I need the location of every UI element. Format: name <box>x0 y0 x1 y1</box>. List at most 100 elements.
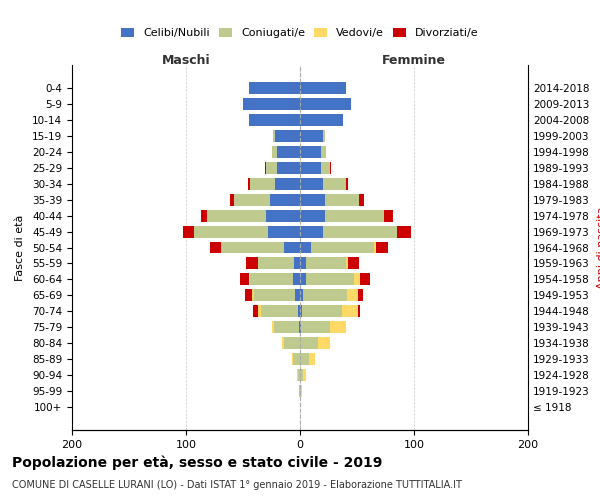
Bar <box>272 130 300 141</box>
Bar <box>300 146 326 158</box>
Bar <box>300 114 343 126</box>
Bar <box>300 258 359 270</box>
Bar <box>243 98 300 110</box>
Bar <box>300 226 397 237</box>
Bar <box>300 146 326 158</box>
Bar <box>243 98 300 110</box>
Bar <box>272 130 300 141</box>
Bar <box>300 82 346 94</box>
Bar <box>249 82 300 94</box>
Bar <box>300 274 306 285</box>
Bar <box>266 210 300 222</box>
Bar <box>249 274 300 285</box>
Bar <box>292 354 300 366</box>
Bar <box>243 98 300 110</box>
Bar <box>300 242 311 254</box>
Bar <box>300 98 352 110</box>
Bar <box>249 114 300 126</box>
Bar <box>277 162 300 173</box>
Bar <box>300 226 323 237</box>
Bar <box>250 178 300 190</box>
Bar <box>300 194 359 205</box>
Bar <box>271 146 300 158</box>
Bar <box>258 258 300 270</box>
Bar <box>300 274 361 285</box>
Bar <box>299 386 300 398</box>
Bar <box>300 370 304 382</box>
Bar <box>248 178 300 190</box>
Bar <box>194 226 300 237</box>
Bar <box>234 194 300 205</box>
Bar <box>300 322 346 334</box>
Bar <box>271 322 300 334</box>
Bar <box>210 242 300 254</box>
Bar <box>300 146 326 158</box>
Bar <box>300 162 320 173</box>
Bar <box>254 290 300 302</box>
Bar <box>300 98 352 110</box>
Bar <box>300 114 343 126</box>
Bar <box>239 274 300 285</box>
Bar <box>296 370 300 382</box>
Bar <box>300 162 331 173</box>
Bar <box>300 194 325 205</box>
Bar <box>300 242 388 254</box>
Bar <box>300 306 361 318</box>
Bar <box>268 226 300 237</box>
Bar <box>300 338 329 349</box>
Bar <box>300 178 346 190</box>
Bar <box>300 178 346 190</box>
Bar <box>271 146 300 158</box>
Bar <box>300 354 309 366</box>
Bar <box>300 162 329 173</box>
Bar <box>258 306 300 318</box>
Bar <box>293 274 300 285</box>
Bar <box>300 82 346 94</box>
Bar <box>300 98 352 110</box>
Bar <box>249 82 300 94</box>
Bar <box>271 194 300 205</box>
Bar <box>300 290 347 302</box>
Bar <box>300 290 304 302</box>
Bar <box>299 322 300 334</box>
Bar <box>300 130 325 141</box>
Bar <box>221 242 300 254</box>
Bar <box>300 338 318 349</box>
Bar <box>300 306 342 318</box>
Bar <box>300 306 302 318</box>
Bar <box>295 258 300 270</box>
Bar <box>300 242 374 254</box>
Y-axis label: Fasce di età: Fasce di età <box>15 214 25 280</box>
Bar <box>249 114 300 126</box>
Text: Maschi: Maschi <box>161 54 211 67</box>
Bar <box>299 386 300 398</box>
Bar <box>277 146 300 158</box>
Bar <box>271 146 300 158</box>
Bar <box>201 210 300 222</box>
Bar <box>300 354 315 366</box>
Bar <box>300 242 376 254</box>
Bar <box>274 322 300 334</box>
Bar <box>300 210 385 222</box>
Bar <box>300 386 301 398</box>
Bar <box>300 210 385 222</box>
Bar <box>266 162 300 173</box>
Y-axis label: Anni di nascita: Anni di nascita <box>596 206 600 289</box>
Bar <box>250 274 300 285</box>
Bar <box>272 130 300 141</box>
Bar <box>300 162 329 173</box>
Bar <box>299 386 300 398</box>
Bar <box>300 146 320 158</box>
Bar <box>234 194 300 205</box>
Bar <box>300 82 346 94</box>
Bar <box>300 178 348 190</box>
Bar <box>300 274 370 285</box>
Bar <box>300 322 329 334</box>
Bar <box>243 98 300 110</box>
Bar <box>258 258 300 270</box>
Bar <box>298 370 300 382</box>
Bar <box>300 290 362 302</box>
Bar <box>293 354 300 366</box>
Bar <box>300 370 306 382</box>
Bar <box>300 306 358 318</box>
